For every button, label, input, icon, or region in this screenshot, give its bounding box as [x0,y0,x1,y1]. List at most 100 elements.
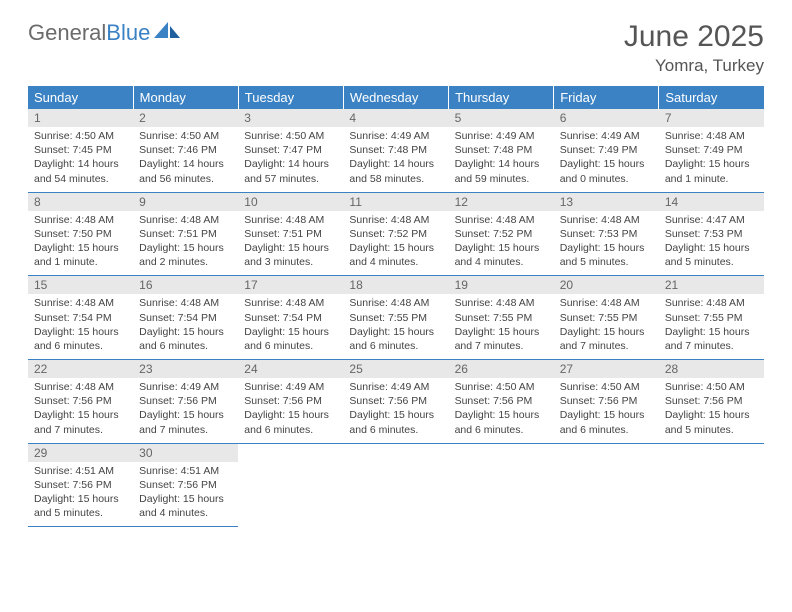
weekday-header: Friday [554,86,659,109]
daylight-line: Daylight: 15 hours and 7 minutes. [455,325,548,353]
sunset-line: Sunset: 7:55 PM [455,311,548,325]
day-number: 13 [554,193,659,211]
sunrise-line: Sunrise: 4:50 AM [665,380,758,394]
day-number: 12 [449,193,554,211]
sunrise-line: Sunrise: 4:51 AM [139,464,232,478]
calendar-week-row: 22Sunrise: 4:48 AMSunset: 7:56 PMDayligh… [28,360,764,444]
sunrise-line: Sunrise: 4:48 AM [244,213,337,227]
sunset-line: Sunset: 7:51 PM [244,227,337,241]
sunrise-line: Sunrise: 4:48 AM [455,213,548,227]
logo-text-blue: Blue [106,20,150,46]
calendar-day-cell: 16Sunrise: 4:48 AMSunset: 7:54 PMDayligh… [133,276,238,360]
sunset-line: Sunset: 7:56 PM [455,394,548,408]
calendar-week-row: 15Sunrise: 4:48 AMSunset: 7:54 PMDayligh… [28,276,764,360]
sunrise-line: Sunrise: 4:48 AM [139,296,232,310]
day-content: Sunrise: 4:49 AMSunset: 7:49 PMDaylight:… [554,127,659,192]
location: Yomra, Turkey [624,56,764,76]
day-content: Sunrise: 4:48 AMSunset: 7:55 PMDaylight:… [659,294,764,359]
sunrise-line: Sunrise: 4:48 AM [560,296,653,310]
daylight-line: Daylight: 15 hours and 4 minutes. [349,241,442,269]
calendar-day-cell: 18Sunrise: 4:48 AMSunset: 7:55 PMDayligh… [343,276,448,360]
daylight-line: Daylight: 15 hours and 7 minutes. [665,325,758,353]
day-content: Sunrise: 4:49 AMSunset: 7:48 PMDaylight:… [343,127,448,192]
day-number: 17 [238,276,343,294]
sunset-line: Sunset: 7:56 PM [560,394,653,408]
daylight-line: Daylight: 14 hours and 57 minutes. [244,157,337,185]
day-number: 22 [28,360,133,378]
weekday-header: Monday [133,86,238,109]
daylight-line: Daylight: 15 hours and 7 minutes. [560,325,653,353]
daylight-line: Daylight: 14 hours and 58 minutes. [349,157,442,185]
calendar-day-cell: 10Sunrise: 4:48 AMSunset: 7:51 PMDayligh… [238,192,343,276]
day-content: Sunrise: 4:50 AMSunset: 7:56 PMDaylight:… [449,378,554,443]
sunrise-line: Sunrise: 4:49 AM [455,129,548,143]
day-number: 2 [133,109,238,127]
sunrise-line: Sunrise: 4:48 AM [560,213,653,227]
sunset-line: Sunset: 7:56 PM [139,394,232,408]
weekday-header: Tuesday [238,86,343,109]
sunset-line: Sunset: 7:56 PM [349,394,442,408]
calendar-day-cell: 17Sunrise: 4:48 AMSunset: 7:54 PMDayligh… [238,276,343,360]
daylight-line: Daylight: 15 hours and 4 minutes. [139,492,232,520]
sunrise-line: Sunrise: 4:48 AM [349,296,442,310]
day-content: Sunrise: 4:50 AMSunset: 7:45 PMDaylight:… [28,127,133,192]
day-number: 24 [238,360,343,378]
calendar-day-cell: 19Sunrise: 4:48 AMSunset: 7:55 PMDayligh… [449,276,554,360]
calendar-table: Sunday Monday Tuesday Wednesday Thursday… [28,86,764,527]
day-content: Sunrise: 4:48 AMSunset: 7:53 PMDaylight:… [554,211,659,276]
daylight-line: Daylight: 15 hours and 6 minutes. [139,325,232,353]
sunset-line: Sunset: 7:54 PM [139,311,232,325]
day-number: 29 [28,444,133,462]
sunset-line: Sunset: 7:49 PM [665,143,758,157]
sunrise-line: Sunrise: 4:49 AM [349,129,442,143]
logo-text-general: General [28,20,106,46]
day-number: 26 [449,360,554,378]
sunrise-line: Sunrise: 4:48 AM [665,129,758,143]
day-content: Sunrise: 4:47 AMSunset: 7:53 PMDaylight:… [659,211,764,276]
day-number: 14 [659,193,764,211]
sunrise-line: Sunrise: 4:49 AM [244,380,337,394]
day-number: 16 [133,276,238,294]
sunset-line: Sunset: 7:46 PM [139,143,232,157]
day-number: 4 [343,109,448,127]
calendar-day-cell: 28Sunrise: 4:50 AMSunset: 7:56 PMDayligh… [659,360,764,444]
sunset-line: Sunset: 7:56 PM [34,478,127,492]
daylight-line: Daylight: 15 hours and 6 minutes. [34,325,127,353]
day-content: Sunrise: 4:48 AMSunset: 7:50 PMDaylight:… [28,211,133,276]
calendar-day-cell [554,443,659,527]
day-content: Sunrise: 4:48 AMSunset: 7:54 PMDaylight:… [28,294,133,359]
day-content: Sunrise: 4:49 AMSunset: 7:48 PMDaylight:… [449,127,554,192]
sunrise-line: Sunrise: 4:50 AM [139,129,232,143]
weekday-header: Wednesday [343,86,448,109]
day-content: Sunrise: 4:48 AMSunset: 7:55 PMDaylight:… [449,294,554,359]
sunrise-line: Sunrise: 4:49 AM [139,380,232,394]
weekday-header: Sunday [28,86,133,109]
calendar-week-row: 1Sunrise: 4:50 AMSunset: 7:45 PMDaylight… [28,109,764,192]
day-number: 11 [343,193,448,211]
sunset-line: Sunset: 7:54 PM [244,311,337,325]
daylight-line: Daylight: 14 hours and 56 minutes. [139,157,232,185]
sunrise-line: Sunrise: 4:48 AM [34,213,127,227]
sunset-line: Sunset: 7:52 PM [349,227,442,241]
sunset-line: Sunset: 7:55 PM [665,311,758,325]
calendar-day-cell: 24Sunrise: 4:49 AMSunset: 7:56 PMDayligh… [238,360,343,444]
sunset-line: Sunset: 7:48 PM [349,143,442,157]
calendar-day-cell: 12Sunrise: 4:48 AMSunset: 7:52 PMDayligh… [449,192,554,276]
daylight-line: Daylight: 15 hours and 5 minutes. [665,241,758,269]
sunrise-line: Sunrise: 4:49 AM [560,129,653,143]
daylight-line: Daylight: 15 hours and 7 minutes. [34,408,127,436]
day-content: Sunrise: 4:50 AMSunset: 7:56 PMDaylight:… [554,378,659,443]
day-content: Sunrise: 4:48 AMSunset: 7:52 PMDaylight:… [449,211,554,276]
daylight-line: Daylight: 15 hours and 5 minutes. [34,492,127,520]
day-content: Sunrise: 4:51 AMSunset: 7:56 PMDaylight:… [28,462,133,527]
day-content: Sunrise: 4:48 AMSunset: 7:54 PMDaylight:… [133,294,238,359]
day-content: Sunrise: 4:50 AMSunset: 7:56 PMDaylight:… [659,378,764,443]
sunset-line: Sunset: 7:56 PM [34,394,127,408]
sunrise-line: Sunrise: 4:49 AM [349,380,442,394]
day-number: 21 [659,276,764,294]
day-number: 27 [554,360,659,378]
sunset-line: Sunset: 7:55 PM [349,311,442,325]
daylight-line: Daylight: 14 hours and 54 minutes. [34,157,127,185]
weekday-header: Thursday [449,86,554,109]
daylight-line: Daylight: 15 hours and 6 minutes. [349,408,442,436]
